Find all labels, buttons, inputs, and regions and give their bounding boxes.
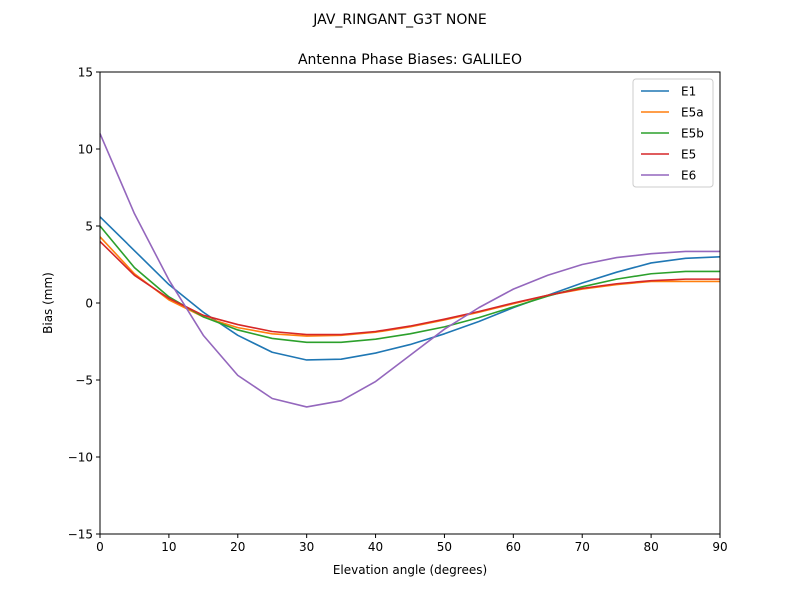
y-tick-label: 15 (78, 66, 93, 80)
y-tick-label: −5 (75, 374, 93, 388)
plot-frame (99, 71, 721, 535)
legend-label-e6: E6 (681, 169, 696, 183)
series-line-e6 (99, 133, 720, 408)
y-axis-ticks: −15 −10 −5 0 5 10 15 (68, 66, 100, 542)
y-tick-label: 10 (78, 143, 93, 157)
x-tick-label: 0 (96, 540, 104, 554)
x-tick-label: 20 (230, 540, 245, 554)
legend-frame (632, 78, 714, 188)
chart-suptitle: JAV_RINGANT_G3T NONE (312, 12, 487, 28)
legend-label-e5b: E5b (681, 127, 704, 141)
x-tick-label: 30 (299, 540, 314, 554)
series-lines (99, 133, 721, 408)
legend-label-e5: E5 (681, 148, 696, 162)
series-line-e5 (99, 240, 720, 336)
x-tick-label: 60 (506, 540, 521, 554)
x-tick-label: 90 (712, 540, 727, 554)
series-line-e5b (99, 225, 720, 344)
x-tick-label: 70 (575, 540, 590, 554)
legend-label-e5a: E5a (681, 106, 704, 120)
x-tick-label: 40 (368, 540, 383, 554)
series-line-e1 (99, 216, 721, 361)
legend-label-e1: E1 (681, 85, 696, 99)
x-axis-ticks: 0 10 20 30 40 50 60 70 80 90 (96, 534, 728, 554)
y-tick-label: 0 (85, 297, 93, 311)
y-tick-label: −15 (68, 528, 93, 542)
y-tick-label: 5 (85, 220, 93, 234)
chart-title: Antenna Phase Biases: GALILEO (298, 52, 522, 68)
x-tick-label: 50 (437, 540, 452, 554)
x-tick-label: 80 (643, 540, 658, 554)
x-tick-label: 10 (161, 540, 176, 554)
y-tick-label: −10 (68, 451, 93, 465)
legend: E1 E5a E5b E5 E6 (632, 78, 714, 188)
x-axis-label: Elevation angle (degrees) (333, 563, 487, 577)
y-axis-label: Bias (mm) (41, 272, 55, 334)
